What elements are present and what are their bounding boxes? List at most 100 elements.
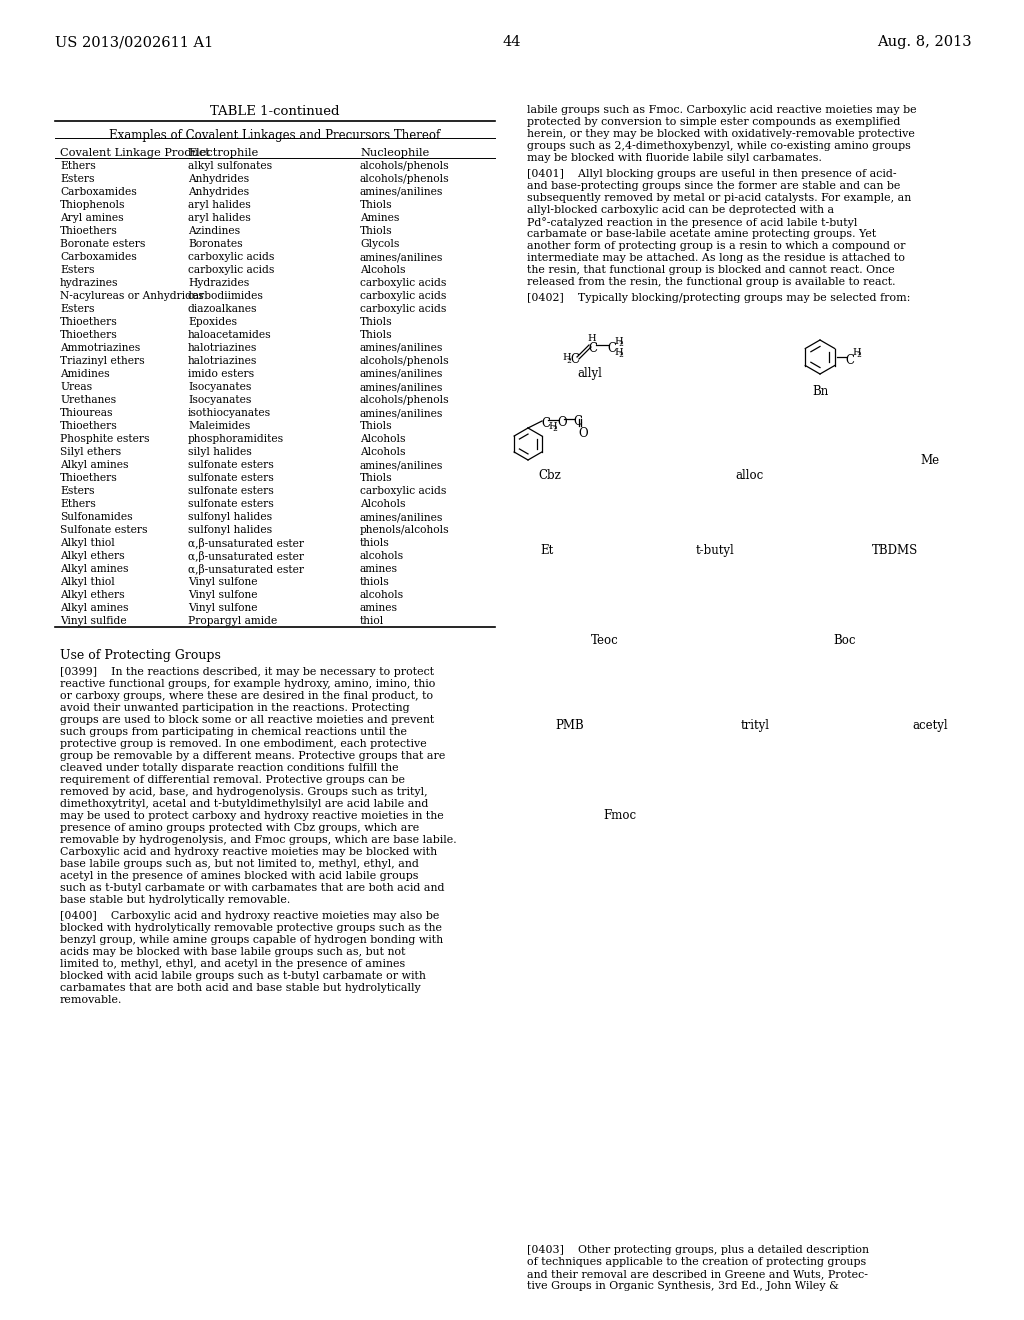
Text: sulfonate esters: sulfonate esters [188, 473, 273, 483]
Text: 44: 44 [503, 36, 521, 49]
Text: alcohols: alcohols [360, 590, 404, 601]
Text: and their removal are described in Greene and Wuts, Protec-: and their removal are described in Green… [527, 1269, 868, 1279]
Text: C: C [570, 352, 579, 366]
Text: cleaved under totally disparate reaction conditions fulfill the: cleaved under totally disparate reaction… [60, 763, 398, 774]
Text: 2: 2 [618, 351, 623, 359]
Text: C: C [573, 414, 582, 428]
Text: Ureas: Ureas [60, 381, 92, 392]
Text: α,β-unsaturated ester: α,β-unsaturated ester [188, 564, 304, 576]
Text: of techniques applicable to the creation of protecting groups: of techniques applicable to the creation… [527, 1257, 866, 1267]
Text: subsequently removed by metal or pi-acid catalysts. For example, an: subsequently removed by metal or pi-acid… [527, 193, 911, 203]
Text: blocked with hydrolytically removable protective groups such as the: blocked with hydrolytically removable pr… [60, 923, 442, 933]
Text: Alkyl amines: Alkyl amines [60, 603, 128, 612]
Text: t-butyl: t-butyl [695, 544, 734, 557]
Text: TABLE 1-continued: TABLE 1-continued [210, 106, 340, 117]
Text: Alcohols: Alcohols [360, 499, 406, 510]
Text: Alkyl thiol: Alkyl thiol [60, 577, 115, 587]
Text: acids may be blocked with base labile groups such as, but not: acids may be blocked with base labile gr… [60, 946, 406, 957]
Text: Aug. 8, 2013: Aug. 8, 2013 [878, 36, 972, 49]
Text: Fmoc: Fmoc [603, 809, 637, 822]
Text: amines: amines [360, 564, 398, 574]
Text: Use of Protecting Groups: Use of Protecting Groups [60, 649, 221, 663]
Text: Alkyl amines: Alkyl amines [60, 564, 128, 574]
Text: C: C [541, 417, 550, 430]
Text: Bn: Bn [812, 385, 828, 399]
Text: tive Groups in Organic Synthesis, 3rd Ed., John Wiley &: tive Groups in Organic Synthesis, 3rd Ed… [527, 1280, 839, 1291]
Text: N-acylureas or Anhydrides: N-acylureas or Anhydrides [60, 290, 204, 301]
Text: H: H [587, 334, 596, 343]
Text: silyl halides: silyl halides [188, 447, 252, 457]
Text: [0400]    Carboxylic acid and hydroxy reactive moieties may also be: [0400] Carboxylic acid and hydroxy react… [60, 911, 439, 921]
Text: another form of protecting group is a resin to which a compound or: another form of protecting group is a re… [527, 242, 905, 251]
Text: reactive functional groups, for example hydroxy, amino, imino, thio: reactive functional groups, for example … [60, 678, 435, 689]
Text: Carboxamides: Carboxamides [60, 187, 137, 197]
Text: Boronate esters: Boronate esters [60, 239, 145, 249]
Text: O: O [578, 426, 588, 440]
Text: amines/anilines: amines/anilines [360, 370, 443, 379]
Text: Boc: Boc [834, 634, 856, 647]
Text: Thiols: Thiols [360, 421, 392, 432]
Text: base stable but hydrolytically removable.: base stable but hydrolytically removable… [60, 895, 290, 906]
Text: herein, or they may be blocked with oxidatively-removable protective: herein, or they may be blocked with oxid… [527, 129, 914, 139]
Text: TBDMS: TBDMS [871, 544, 919, 557]
Text: H: H [548, 422, 557, 432]
Text: [0403]    Other protecting groups, plus a detailed description: [0403] Other protecting groups, plus a d… [527, 1245, 869, 1255]
Text: Isocyanates: Isocyanates [188, 395, 251, 405]
Text: Pd°-catalyzed reaction in the presence of acid labile t-butyl: Pd°-catalyzed reaction in the presence o… [527, 216, 857, 228]
Text: α,β-unsaturated ester: α,β-unsaturated ester [188, 539, 304, 549]
Text: Anhydrides: Anhydrides [188, 174, 249, 183]
Text: H: H [562, 352, 570, 362]
Text: Triazinyl ethers: Triazinyl ethers [60, 356, 144, 366]
Text: sulfonyl halides: sulfonyl halides [188, 512, 272, 521]
Text: C: C [845, 354, 854, 367]
Text: avoid their unwanted participation in the reactions. Protecting: avoid their unwanted participation in th… [60, 704, 410, 713]
Text: C: C [588, 342, 597, 355]
Text: Teoc: Teoc [591, 634, 618, 647]
Text: carbodiimides: carbodiimides [188, 290, 264, 301]
Text: or carboxy groups, where these are desired in the final product, to: or carboxy groups, where these are desir… [60, 690, 433, 701]
Text: Thioethers: Thioethers [60, 226, 118, 236]
Text: US 2013/0202611 A1: US 2013/0202611 A1 [55, 36, 213, 49]
Text: phenols/alcohols: phenols/alcohols [360, 525, 450, 535]
Text: Electrophile: Electrophile [188, 148, 258, 158]
Text: aryl halides: aryl halides [188, 213, 251, 223]
Text: Thiols: Thiols [360, 330, 392, 341]
Text: the resin, that functional group is blocked and cannot react. Once: the resin, that functional group is bloc… [527, 265, 895, 275]
Text: Azindines: Azindines [188, 226, 240, 236]
Text: sulfonate esters: sulfonate esters [188, 459, 273, 470]
Text: PMB: PMB [556, 719, 585, 733]
Text: Thiols: Thiols [360, 226, 392, 236]
Text: Esters: Esters [60, 174, 94, 183]
Text: diazoalkanes: diazoalkanes [188, 304, 257, 314]
Text: Aryl amines: Aryl amines [60, 213, 124, 223]
Text: Thioethers: Thioethers [60, 421, 118, 432]
Text: halotriazines: halotriazines [188, 356, 257, 366]
Text: Alcohols: Alcohols [360, 265, 406, 275]
Text: Propargyl amide: Propargyl amide [188, 616, 278, 626]
Text: Epoxides: Epoxides [188, 317, 237, 327]
Text: requirement of differential removal. Protective groups can be: requirement of differential removal. Pro… [60, 775, 406, 785]
Text: Alkyl ethers: Alkyl ethers [60, 550, 125, 561]
Text: Isocyanates: Isocyanates [188, 381, 251, 392]
Text: benzyl group, while amine groups capable of hydrogen bonding with: benzyl group, while amine groups capable… [60, 935, 443, 945]
Text: sulfonyl halides: sulfonyl halides [188, 525, 272, 535]
Text: Thiols: Thiols [360, 317, 392, 327]
Text: Amines: Amines [360, 213, 399, 223]
Text: Esters: Esters [60, 265, 94, 275]
Text: acetyl: acetyl [912, 719, 948, 733]
Text: alloc: alloc [736, 469, 764, 482]
Text: Boronates: Boronates [188, 239, 243, 249]
Text: Ethers: Ethers [60, 161, 96, 172]
Text: such groups from participating in chemical reactions until the: such groups from participating in chemic… [60, 727, 407, 737]
Text: Anhydrides: Anhydrides [188, 187, 249, 197]
Text: thiols: thiols [360, 577, 390, 587]
Text: amines/anilines: amines/anilines [360, 459, 443, 470]
Text: [0399]    In the reactions described, it may be necessary to protect: [0399] In the reactions described, it ma… [60, 667, 434, 677]
Text: Alkyl thiol: Alkyl thiol [60, 539, 115, 548]
Text: base labile groups such as, but not limited to, methyl, ethyl, and: base labile groups such as, but not limi… [60, 859, 419, 869]
Text: Carboxylic acid and hydroxy reactive moieties may be blocked with: Carboxylic acid and hydroxy reactive moi… [60, 847, 437, 857]
Text: 2: 2 [856, 351, 861, 359]
Text: carboxylic acids: carboxylic acids [360, 290, 446, 301]
Text: 2: 2 [618, 341, 623, 348]
Text: Carboxamides: Carboxamides [60, 252, 137, 261]
